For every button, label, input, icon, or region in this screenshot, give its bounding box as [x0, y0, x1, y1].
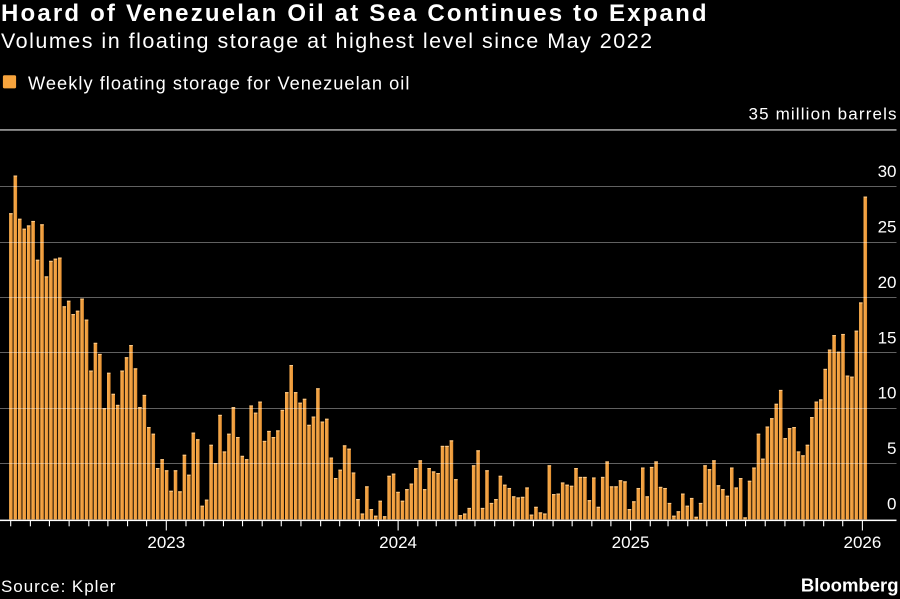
- svg-text:10: 10: [878, 384, 897, 403]
- svg-text:5: 5: [887, 439, 896, 458]
- svg-text:2024: 2024: [379, 533, 417, 552]
- svg-text:2025: 2025: [612, 533, 650, 552]
- svg-text:Hoard of Venezuelan Oil at Sea: Hoard of Venezuelan Oil at Sea Continues…: [1, 0, 709, 27]
- svg-text:15: 15: [878, 328, 897, 347]
- svg-text:Bloomberg: Bloomberg: [801, 575, 899, 596]
- svg-text:Volumes in floating storage at: Volumes in floating storage at highest l…: [1, 29, 654, 53]
- svg-text:2026: 2026: [843, 533, 881, 552]
- svg-text:0: 0: [887, 495, 896, 514]
- svg-text:25: 25: [878, 218, 897, 237]
- svg-text:Weekly floating storage for Ve: Weekly floating storage for Venezuelan o…: [28, 73, 410, 93]
- svg-text:20: 20: [878, 273, 897, 292]
- svg-text:30: 30: [878, 162, 897, 181]
- svg-text:35 million barrels: 35 million barrels: [748, 104, 897, 123]
- svg-text:Source: Kpler: Source: Kpler: [1, 577, 116, 596]
- svg-text:2023: 2023: [147, 533, 185, 552]
